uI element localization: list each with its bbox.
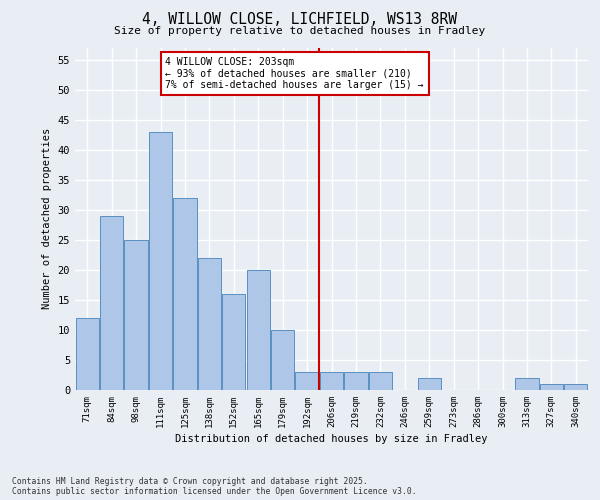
Bar xyxy=(295,372,319,390)
Bar xyxy=(100,216,123,390)
Text: 4, WILLOW CLOSE, LICHFIELD, WS13 8RW: 4, WILLOW CLOSE, LICHFIELD, WS13 8RW xyxy=(143,12,458,28)
Text: Contains HM Land Registry data © Crown copyright and database right 2025.
Contai: Contains HM Land Registry data © Crown c… xyxy=(12,476,416,496)
Bar xyxy=(271,330,294,390)
Bar xyxy=(124,240,148,390)
Bar xyxy=(149,132,172,390)
Bar xyxy=(247,270,270,390)
Bar xyxy=(222,294,245,390)
Bar xyxy=(173,198,197,390)
Text: Size of property relative to detached houses in Fradley: Size of property relative to detached ho… xyxy=(115,26,485,36)
Bar xyxy=(418,378,441,390)
Text: 4 WILLOW CLOSE: 203sqm
← 93% of detached houses are smaller (210)
7% of semi-det: 4 WILLOW CLOSE: 203sqm ← 93% of detached… xyxy=(166,56,424,90)
Bar xyxy=(198,258,221,390)
Bar xyxy=(540,384,563,390)
Bar xyxy=(564,384,587,390)
Bar xyxy=(320,372,343,390)
Bar xyxy=(76,318,99,390)
Bar xyxy=(369,372,392,390)
Bar xyxy=(344,372,368,390)
Bar xyxy=(515,378,539,390)
Y-axis label: Number of detached properties: Number of detached properties xyxy=(42,128,52,310)
X-axis label: Distribution of detached houses by size in Fradley: Distribution of detached houses by size … xyxy=(175,434,488,444)
